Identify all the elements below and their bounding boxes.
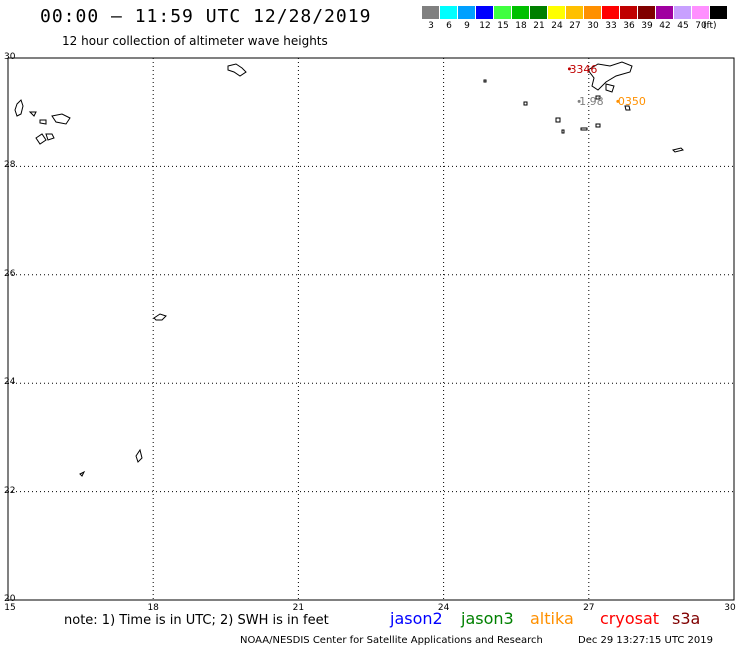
legend-swatch-label: 36 [623, 21, 635, 31]
legend-swatch [530, 6, 548, 19]
legend-swatch [440, 6, 458, 19]
map-subtitle: 12 hour collection of altimeter wave hei… [62, 34, 328, 48]
credit-line: NOAA/NESDIS Center for Satellite Applica… [240, 635, 543, 646]
island-outline [39, 119, 47, 125]
legend-swatch-label: 30 [587, 21, 599, 31]
legend-labels: 3 6 9 12 15 18 21 24 27 30 33 36 39 42 45 70 [422, 21, 728, 31]
legend-swatch-label: 45 [677, 21, 689, 31]
island-outline [483, 79, 487, 83]
legend-swatch [638, 6, 656, 19]
island-outline [555, 117, 561, 123]
longitude-label: 21 [292, 603, 305, 613]
latitude-label: 26 [4, 268, 16, 279]
island-outline [153, 313, 167, 321]
legend-swatch-label: 42 [659, 21, 671, 31]
coastline-outlines [14, 61, 684, 477]
island-outline [595, 123, 601, 128]
legend-swatch-label: 9 [464, 21, 470, 31]
legend-swatch [476, 6, 494, 19]
legend-swatch [566, 6, 584, 19]
legend-swatch [692, 6, 710, 19]
legend-swatch [548, 6, 566, 19]
island-outline [595, 95, 601, 100]
legend-unit: (ft) [703, 21, 717, 31]
observation-value: 1.98 [579, 95, 604, 109]
island-outline [28, 111, 37, 117]
legend-swatch [584, 6, 602, 19]
latitude-label: 28 [4, 160, 16, 171]
satellite-label: jason3 [461, 609, 514, 628]
latitude-label: 30 [4, 52, 16, 62]
legend-swatch-label: 3 [428, 21, 434, 31]
satellite-label: cryosat [600, 609, 660, 628]
longitude-label: 24 [437, 603, 450, 613]
island-outline [79, 470, 86, 477]
island-outline [45, 133, 55, 141]
legend-swatch [674, 6, 692, 19]
legend-swatch-label: 18 [515, 21, 527, 31]
legend-swatch [458, 6, 476, 19]
legend-swatch-label: 70 [695, 21, 707, 31]
legend-swatch-label: 15 [497, 21, 509, 31]
legend-swatch [620, 6, 638, 19]
legend-swatch [422, 6, 440, 19]
legend-swatch-label: 12 [479, 21, 491, 31]
island-outline [672, 147, 684, 153]
observation-dot [577, 99, 581, 103]
island-outline [35, 133, 47, 145]
island-outline [523, 101, 528, 106]
lat-lon-grid [8, 58, 734, 600]
island-outline [605, 83, 615, 93]
legend-swatch [494, 6, 512, 19]
units-note: note: 1) Time is in UTC; 2) SWH is in fe… [64, 613, 329, 628]
legend-swatch [512, 6, 530, 19]
legend-swatch-label: 21 [533, 21, 545, 31]
island-outline [561, 129, 565, 134]
legend-swatch-label: 33 [605, 21, 617, 31]
legend-swatch [710, 6, 728, 19]
island-outline [587, 61, 633, 91]
observation-dots [567, 67, 620, 103]
longitude-label: 18 [147, 603, 159, 613]
legend-swatch [602, 6, 620, 19]
legend-swatch-label: 24 [551, 21, 563, 31]
satellite-label: jason2 [390, 609, 443, 628]
island-outline [624, 105, 631, 111]
map-title: 00:00 – 11:59 UTC 12/28/2019 [40, 6, 372, 27]
longitude-label: 30 [724, 603, 736, 613]
longitude-label: 27 [583, 603, 595, 613]
island-outline [580, 127, 588, 131]
legend-swatch-label: 27 [569, 21, 581, 31]
island-outline [14, 99, 24, 117]
legend-swatch-label: 6 [446, 21, 452, 31]
observation-dot [567, 67, 571, 71]
legend-swatch [656, 6, 674, 19]
legend-swatch-label: 39 [641, 21, 653, 31]
observation-value: 0350 [617, 95, 646, 109]
island-outline [51, 113, 71, 125]
satellite-label: altika [530, 609, 574, 628]
observation-value: 3346 [569, 62, 598, 76]
longitude-label: 15 [4, 603, 16, 613]
latitude-label: 24 [4, 377, 16, 388]
island-outline [135, 448, 143, 463]
observation-dot [616, 99, 620, 103]
latitude-label: 20 [4, 594, 16, 604]
wave-height-legend [422, 6, 728, 19]
latitude-label: 22 [4, 485, 16, 496]
generated-timestamp: Dec 29 13:27:15 UTC 2019 [578, 635, 713, 646]
island-outline [227, 63, 247, 77]
satellite-label: s3a [672, 609, 701, 628]
